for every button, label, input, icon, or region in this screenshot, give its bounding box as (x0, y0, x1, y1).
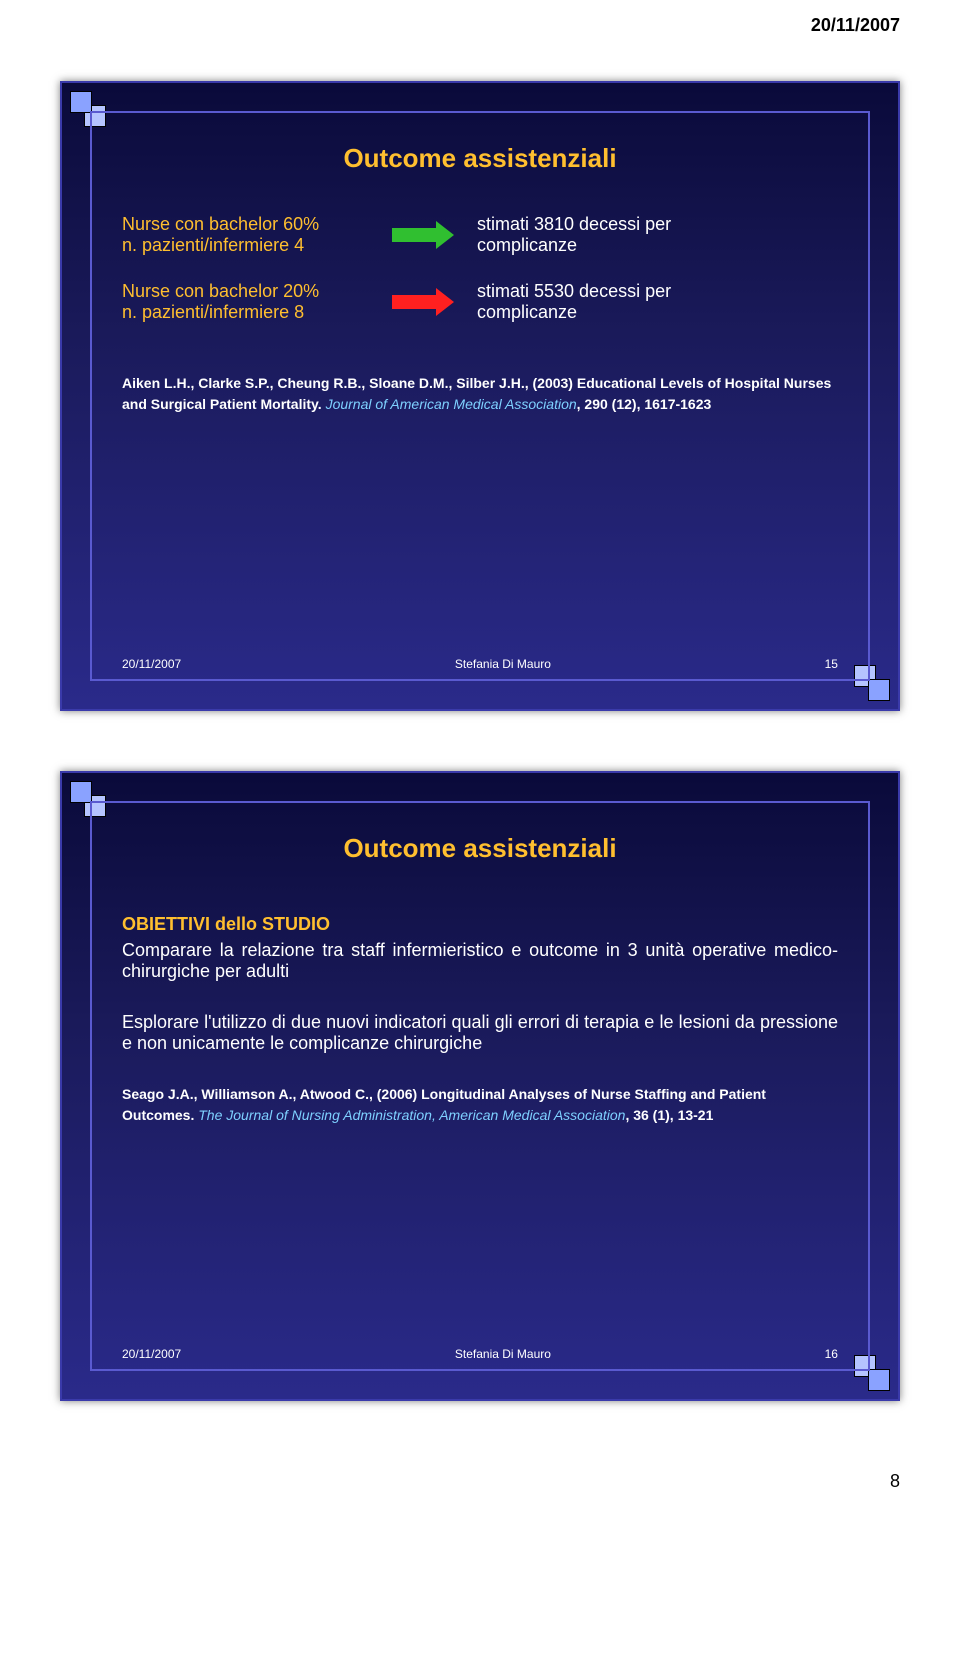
row1-left: Nurse con bachelor 60% n. pazienti/infer… (122, 214, 392, 256)
page-footer-number: 8 (0, 1461, 960, 1512)
citation2-rest: , 36 (1), 13-21 (625, 1107, 713, 1123)
row1-right-line1: stimati 3810 decessi per (477, 214, 838, 235)
citation2-journal: The Journal of Nursing Administration, A… (198, 1107, 625, 1123)
citation-1: Aiken L.H., Clarke S.P., Cheung R.B., Sl… (122, 373, 838, 415)
citation-2: Seago J.A., Williamson A., Atwood C., (2… (122, 1084, 838, 1126)
section1-head: OBIETTIVI dello STUDIO (122, 914, 838, 935)
arrow-red-icon (392, 291, 462, 313)
section2-body: Esplorare l'utilizzo di due nuovi indica… (122, 1012, 838, 1054)
slide-title: Outcome assistenziali (122, 833, 838, 864)
page-header-date: 20/11/2007 (0, 0, 960, 41)
footer-author: Stefania Di Mauro (455, 657, 551, 671)
row2-right: stimati 5530 decessi per complicanze (477, 281, 838, 323)
row2-right-line1: stimati 5530 decessi per (477, 281, 838, 302)
row2-left-line2: n. pazienti/infermiere 8 (122, 302, 392, 323)
slide-footer: 20/11/2007 Stefania Di Mauro 16 (122, 1347, 838, 1361)
footer-author: Stefania Di Mauro (455, 1347, 551, 1361)
slide-1: Outcome assistenziali Nurse con bachelor… (60, 81, 900, 711)
row1-left-line2: n. pazienti/infermiere 4 (122, 235, 392, 256)
footer-num: 15 (825, 657, 838, 671)
row2-left: Nurse con bachelor 20% n. pazienti/infer… (122, 281, 392, 323)
row1-left-line1: Nurse con bachelor 60% (122, 214, 392, 235)
footer-date: 20/11/2007 (122, 657, 181, 671)
citation1-journal: Journal of American Medical Association (326, 396, 577, 412)
row2-left-line1: Nurse con bachelor 20% (122, 281, 392, 302)
row2-right-line2: complicanze (477, 302, 838, 323)
slide-title: Outcome assistenziali (122, 143, 838, 174)
section1-body: Comparare la relazione tra staff infermi… (122, 940, 838, 982)
citation1-rest: , 290 (12), 1617-1623 (577, 396, 712, 412)
data-row-1: Nurse con bachelor 60% n. pazienti/infer… (122, 214, 838, 256)
footer-num: 16 (825, 1347, 838, 1361)
data-row-2: Nurse con bachelor 20% n. pazienti/infer… (122, 281, 838, 323)
slide-2: Outcome assistenziali OBIETTIVI dello ST… (60, 771, 900, 1401)
footer-date: 20/11/2007 (122, 1347, 181, 1361)
row1-right-line2: complicanze (477, 235, 838, 256)
arrow-green-icon (392, 224, 462, 246)
row1-right: stimati 3810 decessi per complicanze (477, 214, 838, 256)
slide-footer: 20/11/2007 Stefania Di Mauro 15 (122, 657, 838, 671)
